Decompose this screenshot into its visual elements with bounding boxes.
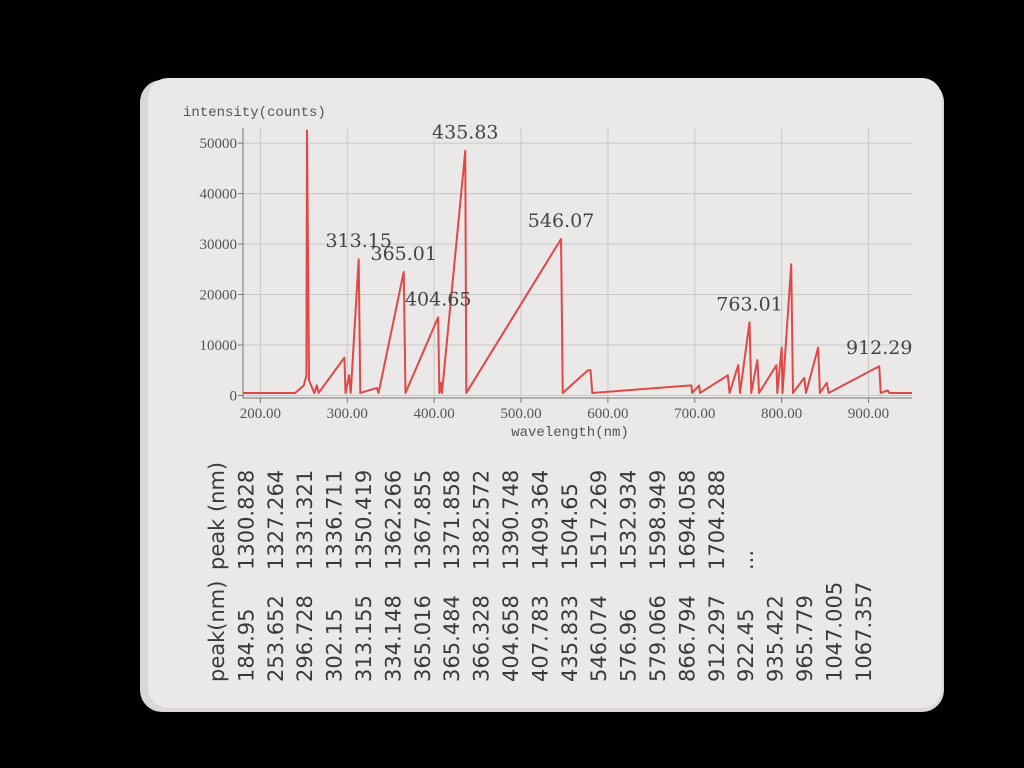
table-cell: 1336.711 [323, 470, 347, 570]
y-tick-label: 40000 [200, 187, 238, 203]
card [148, 78, 942, 708]
spectrum-line [243, 129, 912, 394]
x-tick-label: 600.00 [587, 406, 628, 422]
table-cell: 912.297 [705, 595, 729, 682]
peak-label: 546.07 [528, 210, 594, 232]
x-tick-label: 300.00 [327, 406, 368, 422]
table-cell: 313.155 [352, 595, 376, 682]
table-cell: 965.779 [793, 595, 817, 682]
table-cell: 435.833 [558, 595, 582, 682]
table-cell: 365.016 [411, 595, 435, 682]
y-axis-label: intensity(counts) [183, 105, 326, 121]
table-cell: 546.074 [587, 595, 611, 682]
table-cell: 1409.364 [528, 470, 552, 570]
table-cell: 1327.264 [264, 470, 288, 570]
y-tick-label: 0 [230, 388, 238, 404]
table-cell: 1390.748 [499, 470, 523, 570]
table-cell: 1300.828 [234, 470, 258, 570]
table-cell: 1694.058 [675, 470, 699, 570]
table-cell: 1367.855 [411, 470, 435, 570]
chart: intensity(counts) wavelength(nm) 0 10000 2… [183, 105, 912, 441]
peak-label: 435.83 [432, 122, 498, 144]
y-tick-label: 10000 [200, 338, 238, 354]
table-cell: 1504.65 [558, 483, 582, 570]
table-cell: 579.066 [646, 595, 670, 682]
table-header: peak(nm) [205, 581, 229, 682]
table-header: peak (nm) [205, 462, 229, 570]
x-tick-label: 700.00 [674, 406, 715, 422]
table-cell: 1067.357 [852, 582, 876, 682]
table-cell: 184.95 [234, 609, 258, 682]
x-tick-label: 500.00 [500, 406, 541, 422]
table-cell: 1532.934 [617, 470, 641, 570]
peak-label: 912.29 [846, 337, 912, 359]
y-tick-label: 30000 [200, 237, 238, 253]
table-cell: 334.148 [381, 595, 405, 682]
table-cell: 1382.572 [470, 470, 494, 570]
peak-label: 763.01 [716, 293, 782, 315]
table-cell: 296.728 [293, 595, 317, 682]
table-cell: 1362.266 [381, 470, 405, 570]
table-cell: 366.328 [470, 595, 494, 682]
table-cell: 302.15 [323, 609, 347, 682]
table-cell: 576.96 [617, 609, 641, 682]
y-tick-label: 50000 [200, 136, 238, 152]
x-tick-label: 200.00 [240, 406, 281, 422]
x-tick-label: 900.00 [848, 406, 889, 422]
peak-label: 313.15 [325, 230, 391, 252]
table-cell: 407.783 [528, 595, 552, 682]
x-tick-label: 400.00 [414, 406, 455, 422]
table-cell: 1517.269 [587, 470, 611, 570]
table-cell: 365.484 [440, 595, 464, 682]
table-cell: ... [734, 550, 758, 570]
x-axis-label: wavelength(nm) [511, 425, 629, 441]
table-cell: 1331.321 [293, 470, 317, 570]
table-cell: 1047.005 [822, 582, 846, 682]
table-cell: 866.794 [675, 595, 699, 682]
table-cell: 922.45 [734, 609, 758, 682]
table-cell: 1371.858 [440, 470, 464, 570]
table-cell: 253.652 [264, 595, 288, 682]
y-tick-label: 20000 [200, 288, 238, 304]
table-cell: 1704.288 [705, 470, 729, 570]
table-cell: 935.422 [764, 595, 788, 682]
table: peak (nm) 1300.828 1327.264 1331.321 1336.71… [205, 462, 876, 682]
table-cell: 1350.419 [352, 470, 376, 570]
peak-label: 365.01 [371, 243, 437, 265]
peak-label: 404.65 [405, 288, 471, 310]
x-tick-label: 800.00 [761, 406, 802, 422]
table-cell: 1598.949 [646, 470, 670, 570]
table-cell: 404.658 [499, 595, 523, 682]
